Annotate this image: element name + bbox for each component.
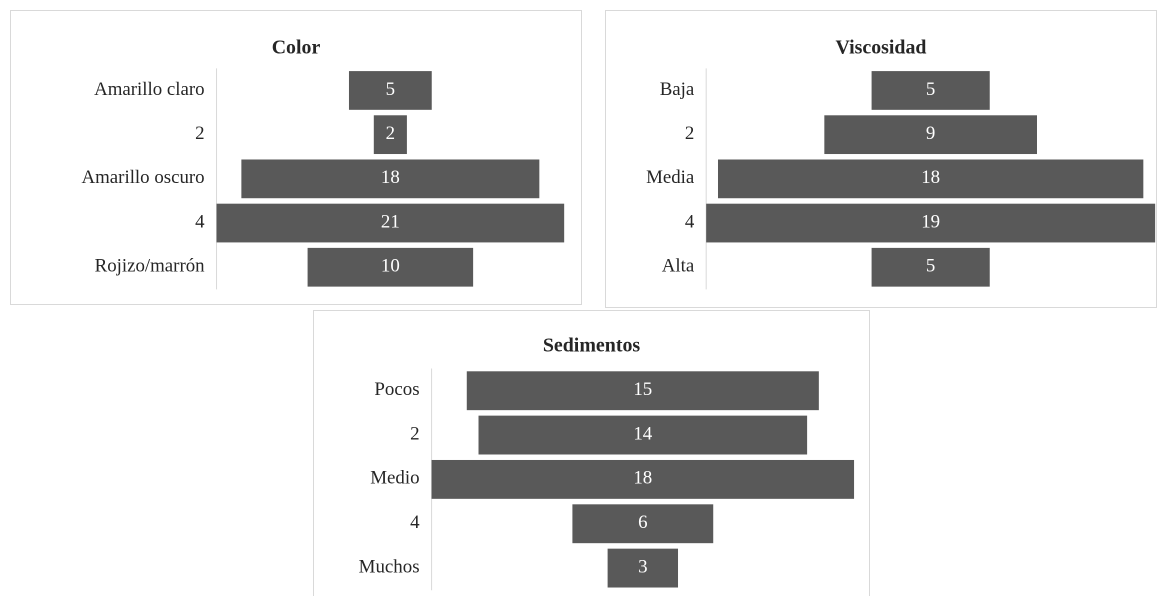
data-label: 5	[926, 256, 935, 277]
data-label: 21	[381, 211, 400, 232]
chart-title: Color	[272, 36, 321, 58]
category-label: 4	[685, 211, 695, 232]
category-label: Rojizo/marrón	[95, 256, 206, 277]
data-label: 9	[926, 123, 935, 144]
chart-svg-color: Color Amarillo claro 5 2 2 Amarillo oscuro 18 4…	[82, 36, 565, 290]
chart-svg-viscosidad: Viscosidad Baja 5 2 9 Media 18 4 19 Alta 5	[646, 36, 1156, 290]
funnel-bar	[871, 247, 990, 287]
funnel-bar	[466, 371, 819, 411]
category-label: Muchos	[359, 556, 420, 577]
funnel-bar	[871, 71, 990, 110]
category-label: Pocos	[374, 379, 419, 400]
category-label: Baja	[660, 79, 695, 100]
data-label: 3	[638, 556, 647, 577]
data-label: 5	[386, 79, 395, 100]
category-label: Amarillo claro	[94, 79, 204, 100]
chart-panel-viscosidad: Viscosidad Baja 5 2 9 Media 18 4 19 Alta 5	[605, 10, 1157, 308]
funnel-bar	[373, 115, 407, 155]
data-label: 15	[633, 379, 652, 400]
data-label: 5	[926, 79, 935, 100]
funnel-bar	[607, 548, 679, 588]
data-label: 10	[381, 256, 400, 277]
funnel-bar	[241, 159, 540, 199]
funnel-bar	[216, 203, 565, 243]
data-label: 14	[633, 423, 652, 444]
category-label: Alta	[662, 256, 695, 277]
chart-panel-color: Color Amarillo claro 5 2 2 Amarillo oscuro 18 4…	[10, 10, 582, 305]
data-label: 18	[921, 167, 940, 188]
category-label: Media	[646, 167, 695, 188]
category-label: 4	[410, 512, 420, 533]
funnel-bar	[706, 203, 1156, 243]
funnel-bar	[307, 247, 474, 287]
funnel-bar	[478, 415, 808, 455]
category-label: Medio	[370, 468, 419, 489]
category-label: 2	[410, 423, 419, 444]
category-label: 2	[195, 123, 204, 144]
data-label: 18	[381, 167, 400, 188]
chart-title: Sedimentos	[543, 334, 641, 356]
chart-panel-sedimentos: Sedimentos Pocos 15 2 14 Medio 18 4 6 Muchos 3	[313, 310, 870, 596]
chart-title: Viscosidad	[836, 36, 927, 58]
funnel-bar	[348, 71, 432, 110]
category-label: 2	[685, 123, 694, 144]
funnel-bar	[431, 459, 855, 499]
funnel-bar	[572, 504, 714, 544]
data-label: 19	[921, 211, 940, 232]
data-label: 2	[386, 123, 395, 144]
data-label: 18	[633, 468, 652, 489]
chart-svg-sedimentos: Sedimentos Pocos 15 2 14 Medio 18 4 6 Muchos 3	[359, 334, 855, 591]
data-label: 6	[638, 512, 647, 533]
category-label: Amarillo oscuro	[82, 167, 205, 188]
funnel-bar	[717, 159, 1144, 199]
funnel-bar	[824, 115, 1037, 155]
category-label: 4	[195, 211, 205, 232]
